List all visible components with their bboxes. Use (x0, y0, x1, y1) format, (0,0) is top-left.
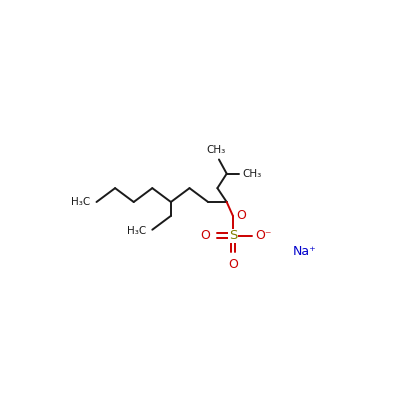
Text: H₃C: H₃C (71, 197, 90, 207)
Text: Na⁺: Na⁺ (292, 245, 316, 258)
Text: H₃C: H₃C (127, 226, 146, 236)
Text: O: O (228, 258, 238, 271)
Text: S: S (229, 229, 237, 242)
Text: CH₃: CH₃ (206, 145, 225, 155)
Text: O: O (236, 209, 246, 222)
Text: CH₃: CH₃ (243, 169, 262, 179)
Text: O⁻: O⁻ (255, 229, 272, 242)
Text: O: O (201, 229, 210, 242)
